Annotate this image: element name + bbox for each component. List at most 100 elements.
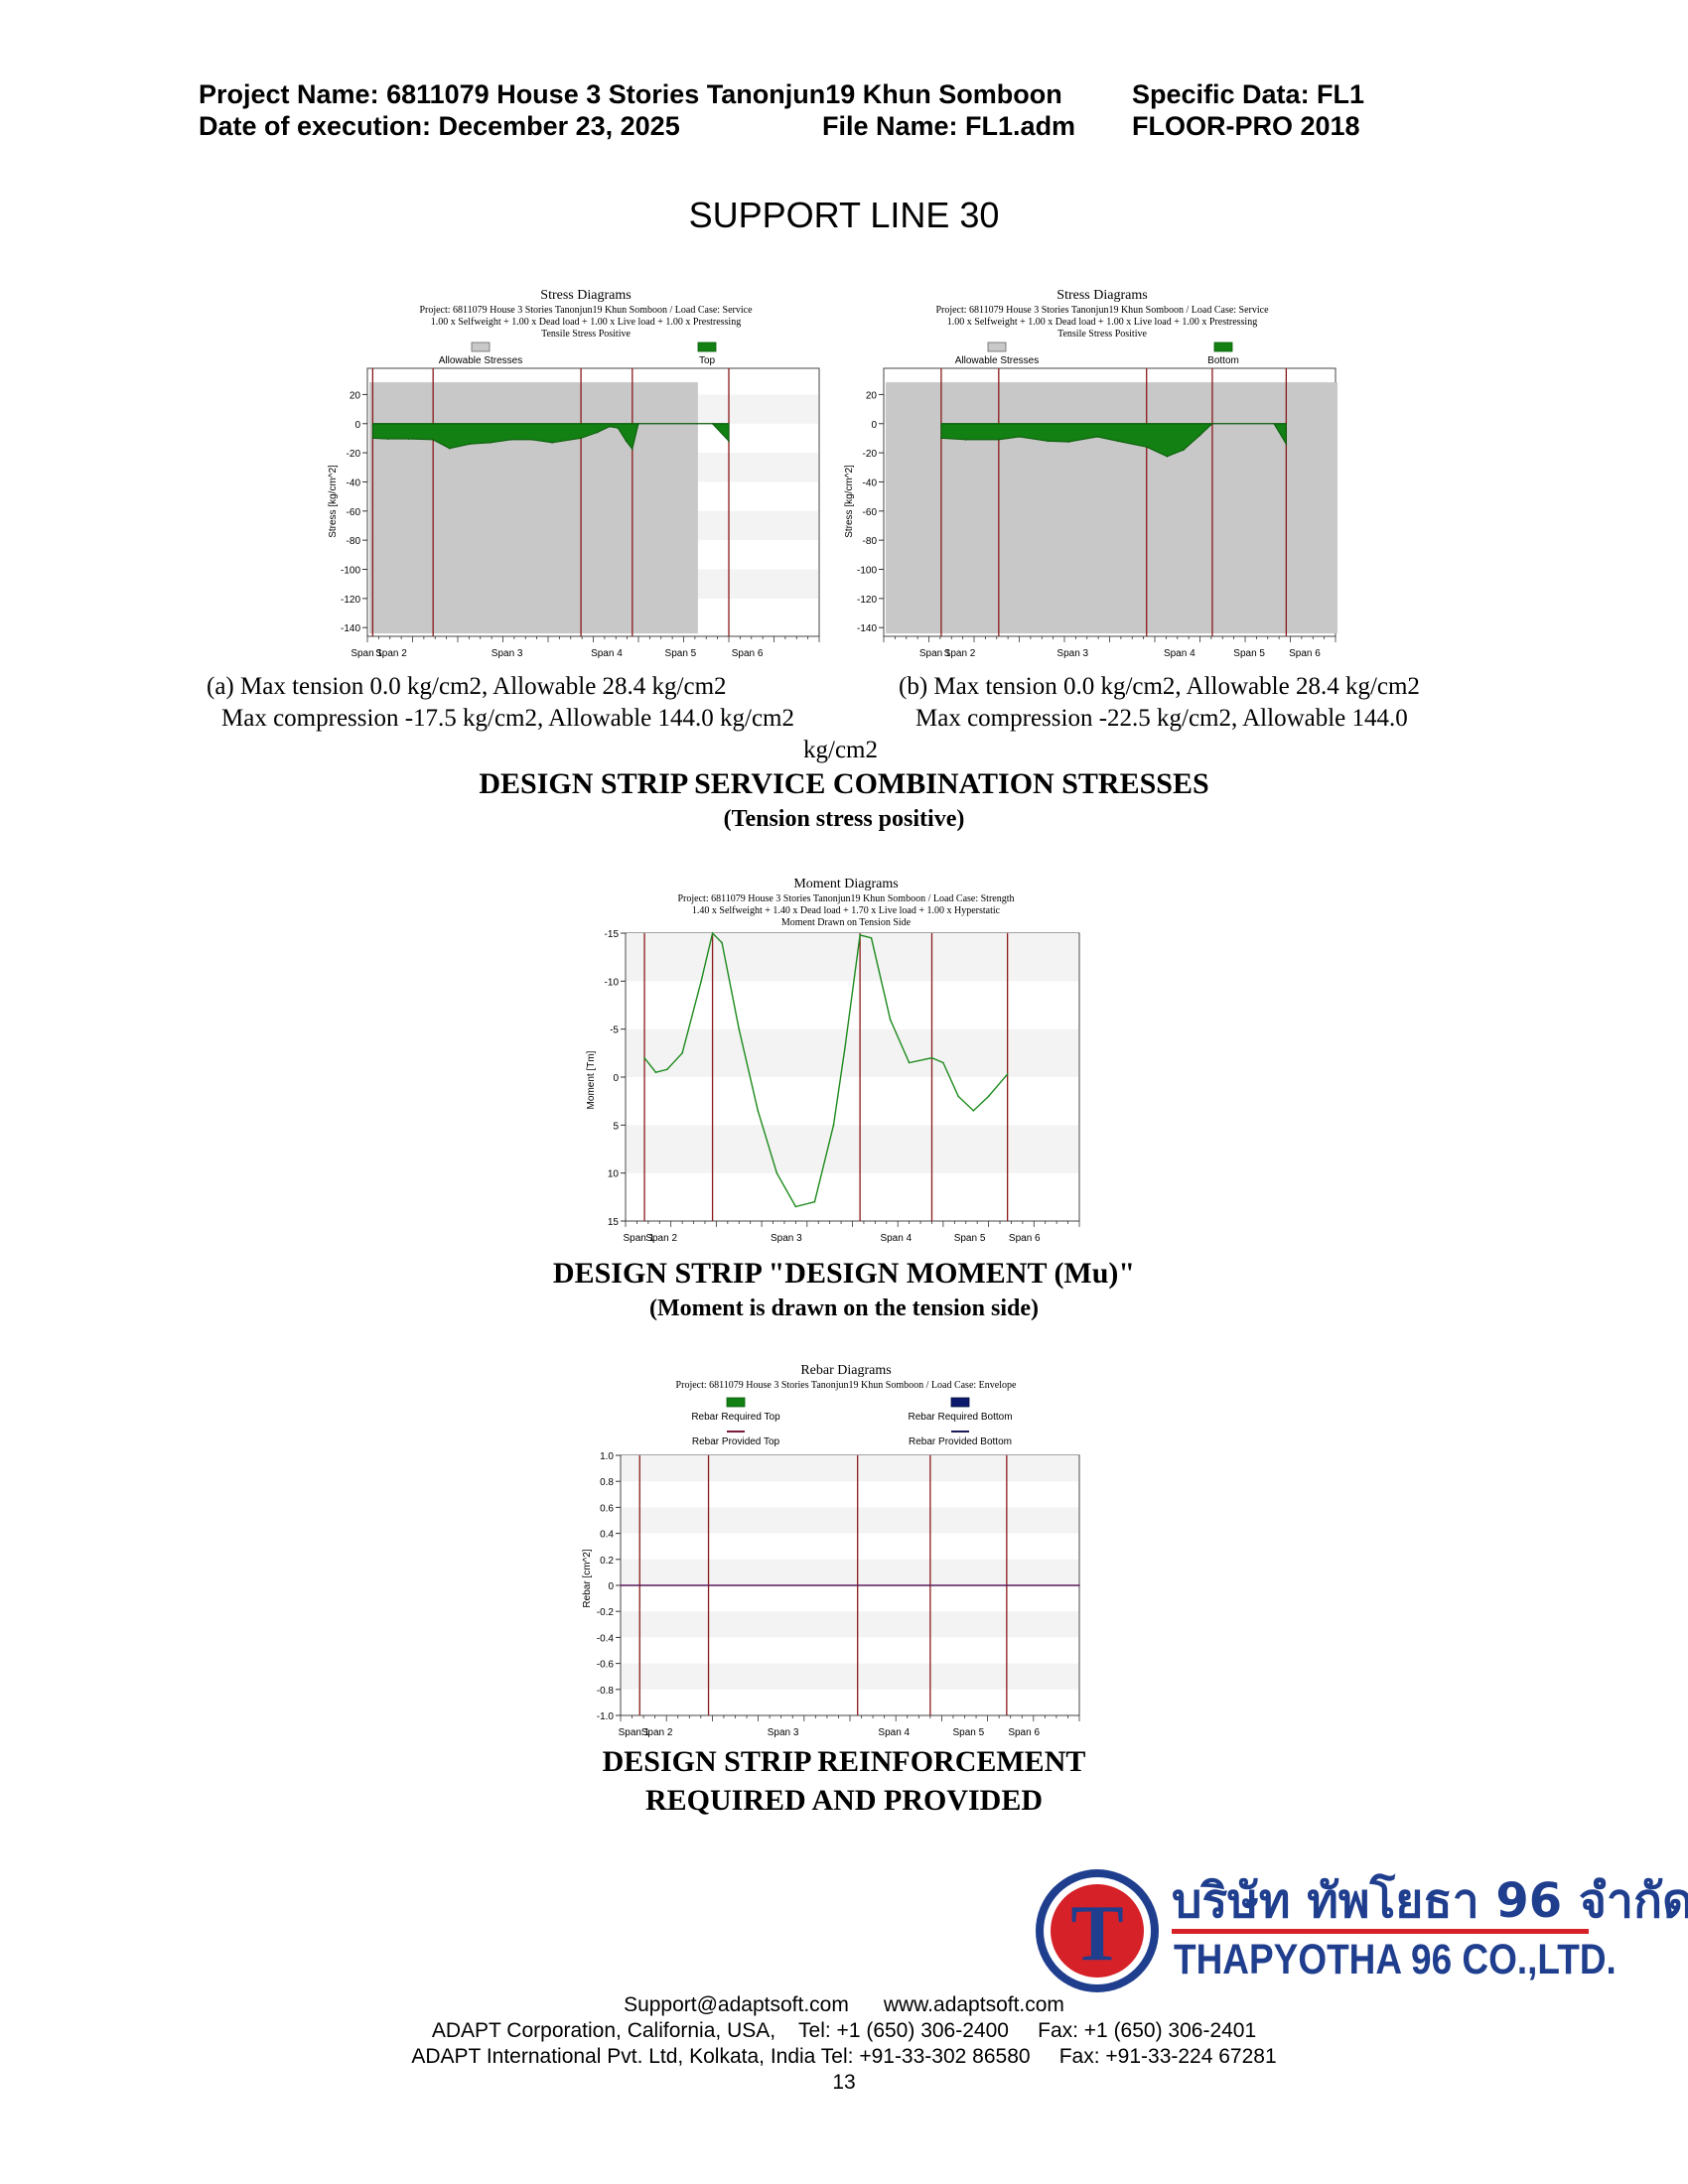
logo-letter: T xyxy=(1070,1890,1123,1978)
plot-area: 1.0 0.8 0.6 0.4 0.2 0 -0.2 -0.4 -0.6 -0.8 -1.0 Span… xyxy=(597,1451,1080,1738)
data-point xyxy=(448,447,451,450)
caption-b-line1: (b) Max tension 0.0 kg/cm2, Allowable 28… xyxy=(899,673,1420,700)
span-label: Span 1 xyxy=(919,648,951,659)
data-point xyxy=(738,1027,741,1030)
y-tick-label: -20 xyxy=(347,449,361,460)
y-tick-label: -10 xyxy=(605,977,620,988)
data-point xyxy=(625,440,628,443)
data-point xyxy=(407,438,410,440)
chart-subtitle-1: Project: 6811079 House 3 Stories Tanonju… xyxy=(676,1380,1017,1391)
grid-band xyxy=(622,1559,1078,1585)
grid-band xyxy=(627,1028,1078,1077)
data-point xyxy=(1145,446,1148,449)
data-point xyxy=(908,1061,911,1064)
data-point xyxy=(889,1019,892,1021)
footer-international: ADAPT International Pvt. Ltd, Kolkata, I… xyxy=(411,2045,1277,2068)
data-point xyxy=(721,941,723,944)
y-tick-label: -100 xyxy=(857,566,877,577)
legend-label-bottom: Bottom xyxy=(1207,355,1239,366)
y-tick-label: 0 xyxy=(871,420,877,431)
y-tick-label: -80 xyxy=(863,536,878,547)
span-label: Span 6 xyxy=(1008,1727,1040,1738)
grid-band xyxy=(622,1663,1078,1690)
data-point xyxy=(1166,455,1169,458)
span-label: Span 4 xyxy=(591,648,623,659)
logo-divider xyxy=(1172,1929,1589,1934)
chart-subtitle-2: 1.00 x Selfweight + 1.00 x Dead load + 1… xyxy=(431,317,741,328)
data-point xyxy=(371,437,374,440)
y-tick-label: -0.8 xyxy=(597,1686,615,1697)
footer-support: Support@adaptsoft.com www.adaptsoft.com xyxy=(624,1993,1064,2016)
caption-b-wrap: kg/cm2 xyxy=(803,737,878,763)
chart-title: Rebar Diagrams xyxy=(800,1363,891,1378)
y-tick-label: 0.4 xyxy=(600,1530,614,1541)
data-point xyxy=(972,1110,975,1112)
y-tick-label: -120 xyxy=(857,595,877,606)
chart-subtitle-3: Moment Drawn on Tension Side xyxy=(781,917,912,928)
y-tick-label: -40 xyxy=(863,478,878,488)
y-tick-label: -60 xyxy=(863,507,878,518)
grid-band xyxy=(622,1455,1078,1482)
y-tick-label: 0.6 xyxy=(600,1503,614,1514)
data-point xyxy=(666,1068,668,1071)
rebar-heading-line2: REQUIRED AND PROVIDED xyxy=(644,1784,1044,1817)
data-point xyxy=(711,422,714,425)
legend-swatch-required-top xyxy=(726,1397,746,1408)
data-point xyxy=(998,439,1000,441)
moment-subheading: (Moment is drawn on the tension side) xyxy=(648,1296,1039,1321)
y-axis-label: Stress [kg/cm^2] xyxy=(844,465,855,538)
rebar-heading-line1: DESIGN STRIP REINFORCEMENT xyxy=(602,1745,1086,1778)
span-label: Span 2 xyxy=(645,1233,677,1244)
data-point xyxy=(432,439,434,441)
data-point xyxy=(469,443,472,446)
y-tick-label: 0.2 xyxy=(600,1556,614,1567)
data-point xyxy=(643,1056,645,1059)
y-axis-label: Moment [Tm] xyxy=(586,1050,597,1109)
caption-a-line1: (a) Max tension 0.0 kg/cm2, Allowable 28… xyxy=(207,673,727,700)
data-point xyxy=(1018,436,1021,438)
chart-subtitle-1: Project: 6811079 House 3 Stories Tanonju… xyxy=(935,305,1269,316)
data-point xyxy=(596,431,599,434)
y-axis-label: Stress [kg/cm^2] xyxy=(328,465,339,538)
span-label: Span 4 xyxy=(1164,648,1196,659)
data-point xyxy=(695,422,697,425)
span-label: Span 1 xyxy=(619,1727,650,1738)
company-name-english: THAPYOTHA 96 CO.,LTD. xyxy=(1174,1936,1617,1983)
y-tick-label: 0 xyxy=(613,1073,619,1084)
stress-chart-bottom: Stress Diagrams Project: 6811079 House 3… xyxy=(844,288,1337,659)
chart-subtitle-1: Project: 6811079 House 3 Stories Tanonju… xyxy=(678,893,1015,904)
y-tick-label: 20 xyxy=(350,390,361,401)
y-tick-label: -0.2 xyxy=(597,1607,615,1618)
stress-chart-top: Stress Diagrams Project: 6811079 House 3… xyxy=(328,288,820,659)
grid-band xyxy=(627,933,1078,982)
data-point xyxy=(711,932,714,934)
span-label: Span 6 xyxy=(1289,648,1321,659)
chart-subtitle-1: Project: 6811079 House 3 Stories Tanonju… xyxy=(419,305,753,316)
legend-swatch-top xyxy=(697,341,717,352)
legend-label-top: Top xyxy=(699,355,716,366)
legend-label-allowable: Allowable Stresses xyxy=(439,355,522,366)
data-point xyxy=(617,427,620,429)
data-point xyxy=(1096,436,1098,438)
page-number: 13 xyxy=(832,2071,856,2094)
y-tick-label: 0 xyxy=(354,420,360,431)
legend-label-allowable: Allowable Stresses xyxy=(955,355,1039,366)
y-tick-label: -1.0 xyxy=(597,1711,615,1722)
data-point xyxy=(964,439,967,441)
data-point xyxy=(1006,1073,1009,1075)
data-point xyxy=(1116,440,1119,443)
chart-title: Stress Diagrams xyxy=(540,288,631,303)
execution-date: Date of execution: December 23, 2025 xyxy=(199,111,680,141)
y-tick-label: 15 xyxy=(608,1217,620,1228)
data-point xyxy=(681,1052,683,1054)
data-point xyxy=(609,425,611,428)
rebar-chart: Rebar Diagrams Project: 6811079 House 3 … xyxy=(582,1363,1080,1738)
y-tick-label: -80 xyxy=(347,536,361,547)
data-point xyxy=(637,422,639,425)
data-point xyxy=(987,1095,990,1098)
span-label: Span 2 xyxy=(375,648,407,659)
data-point xyxy=(757,1110,760,1112)
data-point xyxy=(620,1584,622,1586)
